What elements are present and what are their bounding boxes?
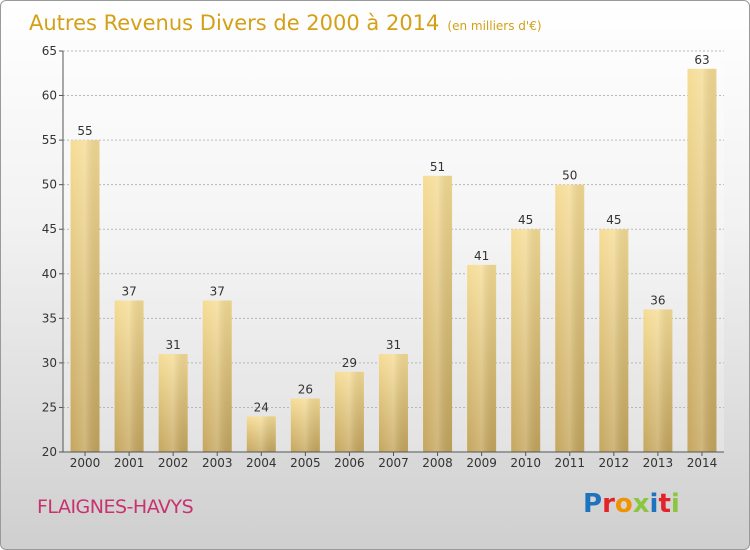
x-tick-label: 2004 xyxy=(246,456,277,470)
bar-shine xyxy=(202,300,232,452)
x-tick-label: 2009 xyxy=(466,456,497,470)
x-tick-label: 2008 xyxy=(422,456,453,470)
logo-letter: o xyxy=(614,489,633,519)
bar-shine xyxy=(158,353,188,452)
y-tick-label: 55 xyxy=(42,133,57,147)
y-tick-label: 65 xyxy=(42,44,57,58)
x-tick-label: 2014 xyxy=(687,456,718,470)
logo-letter: i xyxy=(649,489,659,519)
x-tick-label: 2007 xyxy=(378,456,409,470)
data-label: 24 xyxy=(254,400,269,414)
x-tick-label: 2003 xyxy=(202,456,233,470)
data-label: 50 xyxy=(562,169,577,183)
logo-letter: r xyxy=(602,489,615,519)
bar-shine xyxy=(334,371,364,452)
data-label: 51 xyxy=(430,160,445,174)
x-tick-label: 2011 xyxy=(554,456,585,470)
y-tick-label: 50 xyxy=(42,178,57,192)
bar-shine xyxy=(70,140,100,452)
location-label: FLAIGNES-HAVYS xyxy=(37,496,194,518)
chart-title: Autres Revenus Divers de 2000 à 2014 (en … xyxy=(29,11,542,35)
data-label: 29 xyxy=(342,356,357,370)
x-tick-label: 2010 xyxy=(510,456,541,470)
bar-shine xyxy=(599,229,629,452)
bar-shine xyxy=(467,264,497,452)
bar-shine xyxy=(290,398,320,452)
logo-letter: t xyxy=(658,489,671,519)
data-label: 41 xyxy=(474,249,489,263)
data-label: 45 xyxy=(518,213,533,227)
data-label: 26 xyxy=(298,383,313,397)
logo-letter: P xyxy=(583,489,603,519)
y-tick-label: 25 xyxy=(42,400,57,414)
bar-shine xyxy=(114,300,144,452)
bar-shine xyxy=(511,229,541,452)
chart-unit-label: (en milliers d'€) xyxy=(447,19,542,33)
y-tick-label: 20 xyxy=(42,445,57,459)
bar-shine xyxy=(687,68,717,453)
data-label: 45 xyxy=(606,213,621,227)
bar-shine xyxy=(423,175,453,452)
y-tick-label: 40 xyxy=(42,267,57,281)
bar-shine xyxy=(246,416,276,452)
x-tick-label: 2006 xyxy=(334,456,365,470)
data-label: 63 xyxy=(694,53,709,67)
bar-shine xyxy=(555,184,585,452)
x-tick-label: 2002 xyxy=(158,456,189,470)
x-tick-label: 2005 xyxy=(290,456,321,470)
y-tick-label: 60 xyxy=(42,89,57,103)
data-label: 31 xyxy=(386,338,401,352)
data-label: 36 xyxy=(650,293,665,307)
bar-shine xyxy=(379,353,408,452)
bar-shine xyxy=(643,309,673,452)
y-tick-label: 45 xyxy=(42,222,57,236)
x-tick-label: 2013 xyxy=(643,456,674,470)
x-tick-label: 2012 xyxy=(599,456,630,470)
x-tick-label: 2000 xyxy=(70,456,101,470)
data-label: 37 xyxy=(121,285,136,299)
y-tick-label: 30 xyxy=(42,356,57,370)
data-label: 37 xyxy=(210,285,225,299)
logo-letter: x xyxy=(632,489,650,519)
x-tick-label: 2001 xyxy=(114,456,145,470)
logo-letter: i xyxy=(670,489,680,519)
data-label: 55 xyxy=(77,124,92,138)
y-tick-label: 35 xyxy=(42,311,57,325)
chart-title-text: Autres Revenus Divers de 2000 à 2014 xyxy=(29,11,440,35)
proxiti-logo: Proxiti xyxy=(583,489,680,519)
data-label: 31 xyxy=(166,338,181,352)
